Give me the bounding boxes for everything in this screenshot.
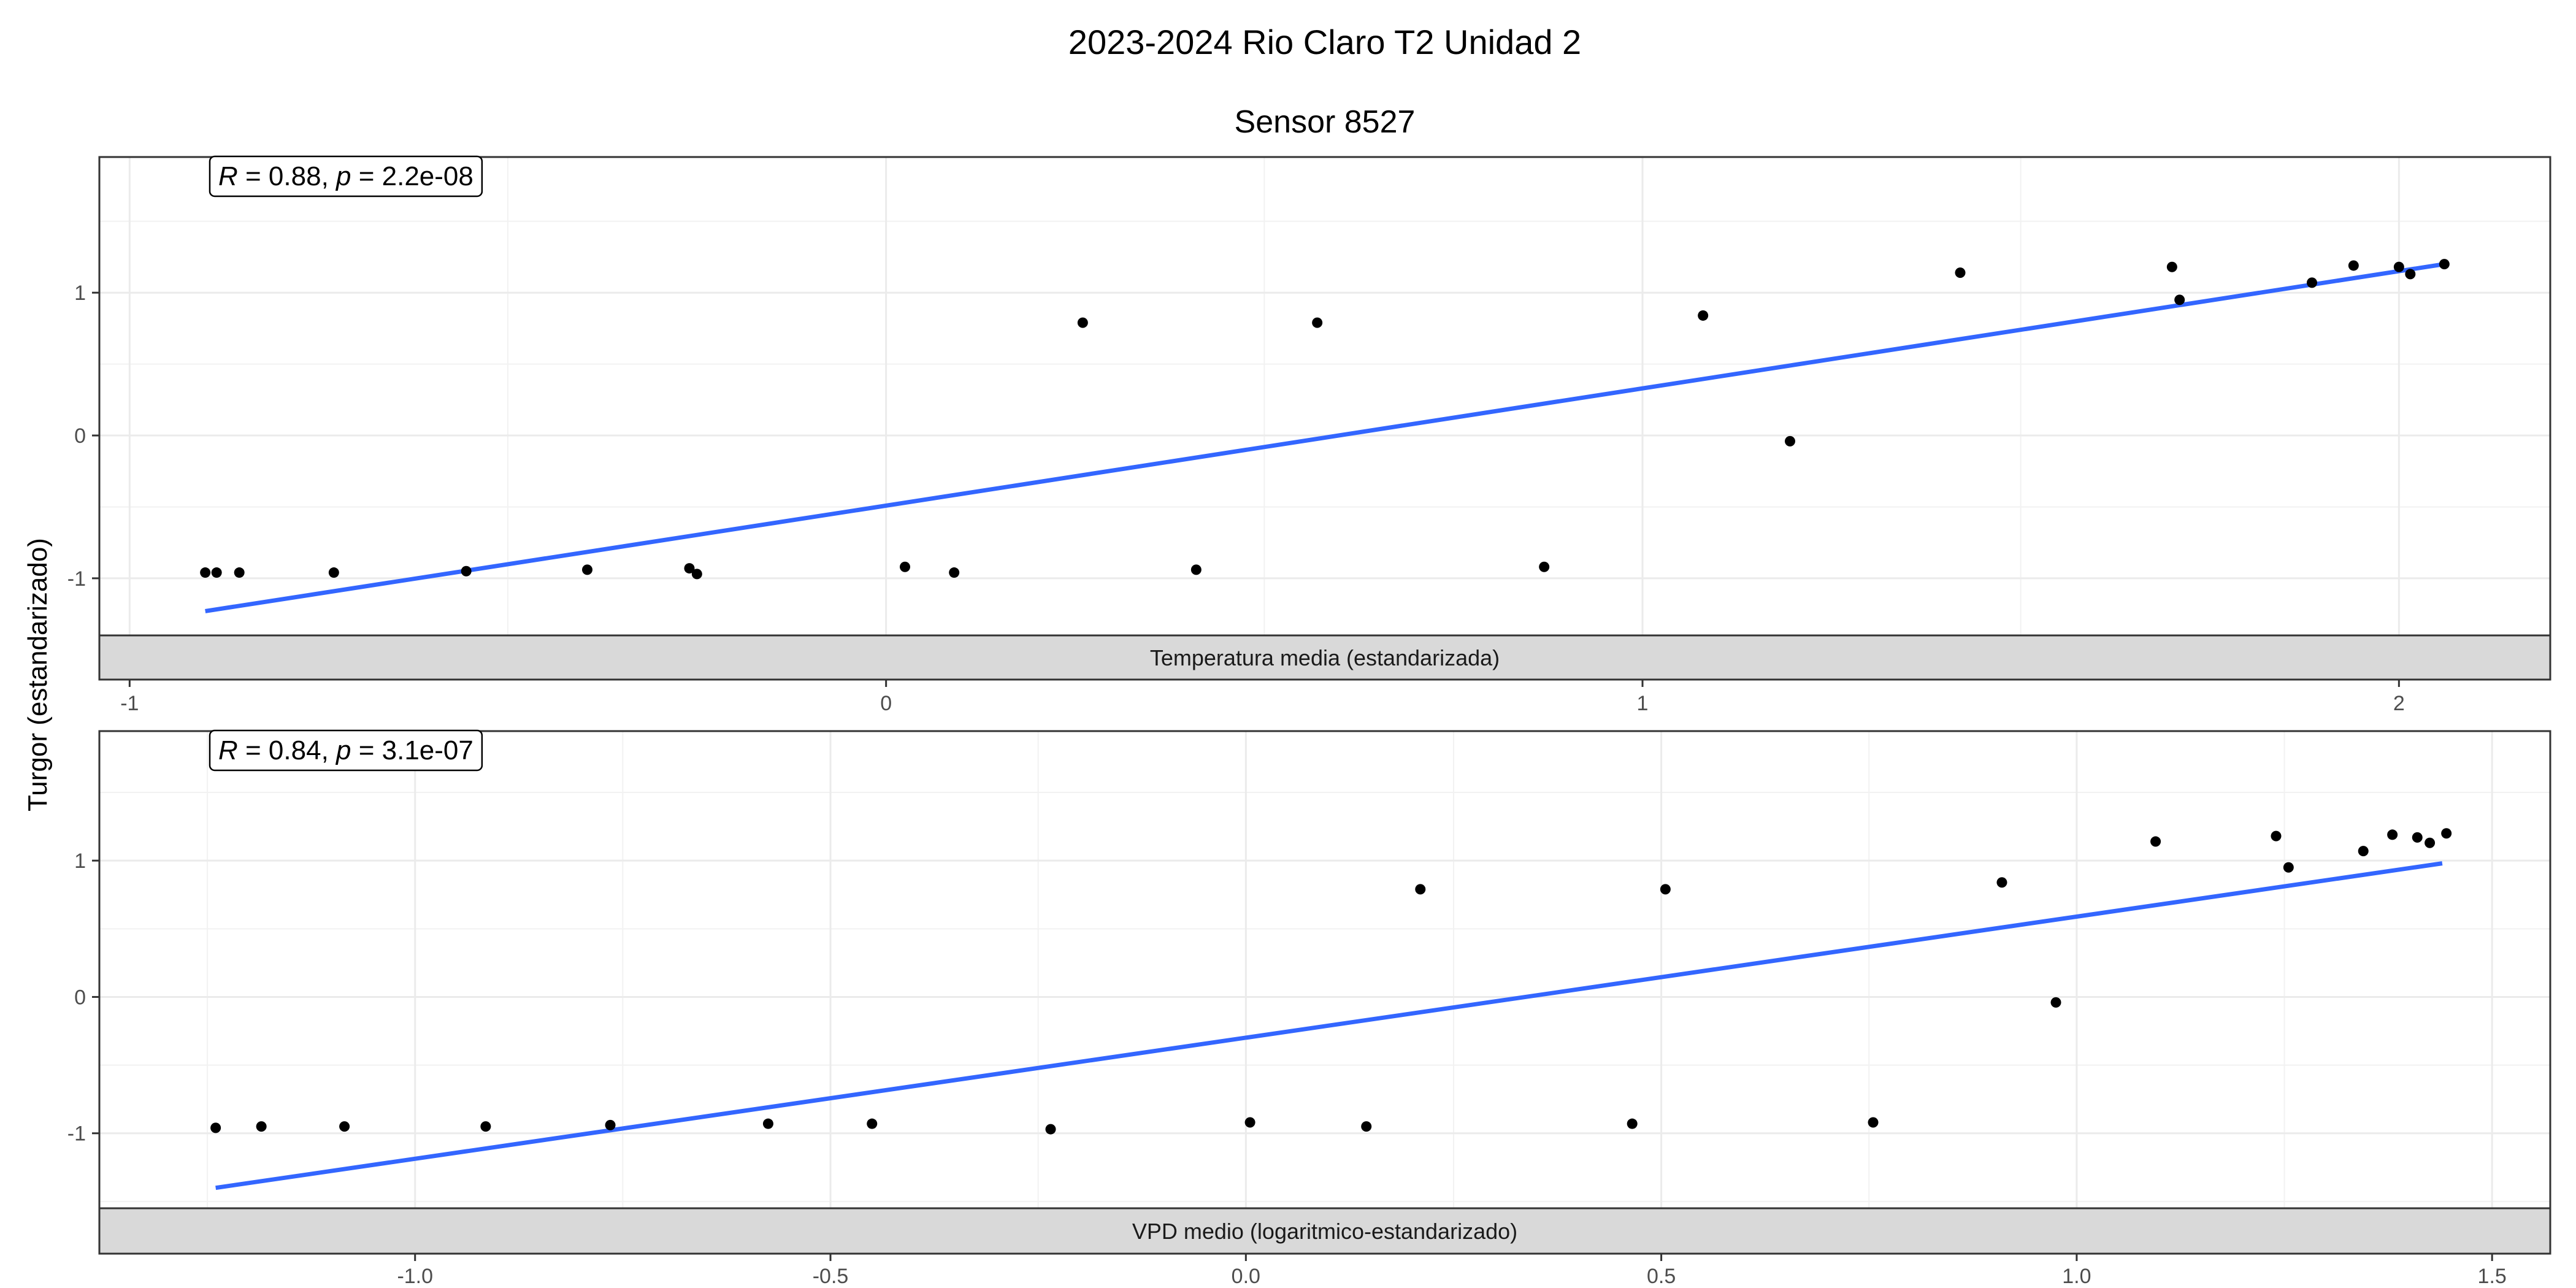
x-tick-label: -1.0 bbox=[397, 1265, 433, 1288]
data-point bbox=[2348, 260, 2359, 271]
strip-label: Temperatura media (estandarizada) bbox=[1150, 645, 1500, 670]
data-point bbox=[2358, 846, 2369, 857]
data-point bbox=[1660, 884, 1671, 895]
figure-subtitle: Sensor 8527 bbox=[1235, 104, 1416, 140]
correlation-box bbox=[209, 729, 483, 772]
data-point bbox=[1077, 317, 1088, 328]
data-point bbox=[1045, 1124, 1056, 1135]
data-point bbox=[234, 567, 245, 578]
y-tick-label: -1 bbox=[67, 567, 86, 591]
data-point bbox=[339, 1121, 350, 1132]
data-point bbox=[200, 567, 211, 578]
panel-1: -1 0 1 Temperatura media (estandarizada) -1 0… bbox=[67, 155, 2551, 715]
data-point bbox=[1868, 1117, 1879, 1128]
x-tick-label: -0.5 bbox=[813, 1265, 849, 1288]
data-point bbox=[1244, 1117, 1255, 1128]
correlation-label: R = 0.88, p = 2.2e-08 bbox=[218, 161, 473, 191]
y-tick-label: 1 bbox=[74, 282, 86, 305]
data-point bbox=[2150, 836, 2161, 847]
data-point bbox=[256, 1121, 267, 1132]
data-point bbox=[582, 564, 592, 575]
y-axis-label: Turgor (estandarizado) bbox=[23, 538, 53, 811]
data-point bbox=[328, 567, 339, 578]
correlation-box bbox=[209, 155, 483, 197]
panel-2: -1 0 1 VPD medio (logaritmico-estandarizado… bbox=[67, 729, 2551, 1288]
data-point bbox=[2387, 829, 2398, 840]
data-point bbox=[2166, 261, 2177, 272]
data-point bbox=[691, 569, 702, 580]
data-point bbox=[605, 1119, 616, 1130]
data-point bbox=[1698, 310, 1709, 321]
data-point bbox=[2307, 277, 2317, 288]
data-point bbox=[211, 567, 222, 578]
data-point bbox=[2405, 269, 2416, 280]
data-point bbox=[900, 561, 910, 572]
y-tick-label: 0 bbox=[74, 986, 86, 1009]
data-point bbox=[2439, 259, 2450, 270]
y-tick-label: -1 bbox=[67, 1122, 86, 1146]
figure-title: 2023-2024 Rio Claro T2 Unidad 2 bbox=[1068, 23, 1581, 61]
correlation-label: R = 0.84, p = 3.1e-07 bbox=[218, 735, 473, 765]
panels: -1 0 1 Temperatura media (estandarizada) -1 0… bbox=[67, 155, 2551, 1288]
data-point bbox=[867, 1118, 878, 1129]
data-point bbox=[762, 1118, 773, 1129]
strip bbox=[98, 1207, 2551, 1255]
data-point bbox=[949, 567, 960, 578]
data-point bbox=[2283, 862, 2294, 873]
data-point bbox=[2050, 997, 2061, 1008]
x-tick-label: 0 bbox=[880, 692, 892, 715]
x-tick-label: 0.5 bbox=[1647, 1265, 1676, 1288]
data-point bbox=[2271, 830, 2282, 841]
x-tick-label: -1 bbox=[120, 692, 139, 715]
data-point bbox=[210, 1122, 221, 1133]
data-point bbox=[461, 565, 472, 577]
x-tick-label: 1.0 bbox=[2062, 1265, 2091, 1288]
data-point bbox=[684, 563, 695, 574]
data-point bbox=[1996, 877, 2007, 888]
data-point bbox=[2441, 828, 2452, 839]
data-point bbox=[2174, 294, 2185, 305]
data-point bbox=[1955, 267, 1966, 278]
data-point bbox=[1785, 435, 1795, 447]
data-point bbox=[480, 1121, 491, 1132]
y-tick-label: 1 bbox=[74, 849, 86, 873]
data-point bbox=[1312, 317, 1323, 328]
data-point bbox=[1539, 561, 1550, 572]
data-point bbox=[1627, 1118, 1638, 1129]
strip bbox=[98, 634, 2551, 681]
data-point bbox=[2393, 261, 2404, 272]
x-tick-label: 0.0 bbox=[1232, 1265, 1260, 1288]
data-point bbox=[2412, 832, 2423, 843]
data-point bbox=[2425, 837, 2436, 848]
strip-label: VPD medio (logaritmico-estandarizado) bbox=[1132, 1219, 1517, 1244]
data-point bbox=[1190, 564, 1202, 575]
plot-background bbox=[99, 157, 2550, 635]
x-tick-label: 1 bbox=[1637, 692, 1649, 715]
plot-background bbox=[99, 731, 2550, 1208]
trend-line bbox=[205, 262, 2445, 613]
data-point bbox=[1361, 1121, 1372, 1132]
trend-line bbox=[215, 861, 2443, 1190]
data-point bbox=[1415, 884, 1426, 895]
y-tick-label: 0 bbox=[74, 424, 86, 448]
x-tick-label: 1.5 bbox=[2478, 1265, 2507, 1288]
x-tick-label: 2 bbox=[2393, 692, 2405, 715]
